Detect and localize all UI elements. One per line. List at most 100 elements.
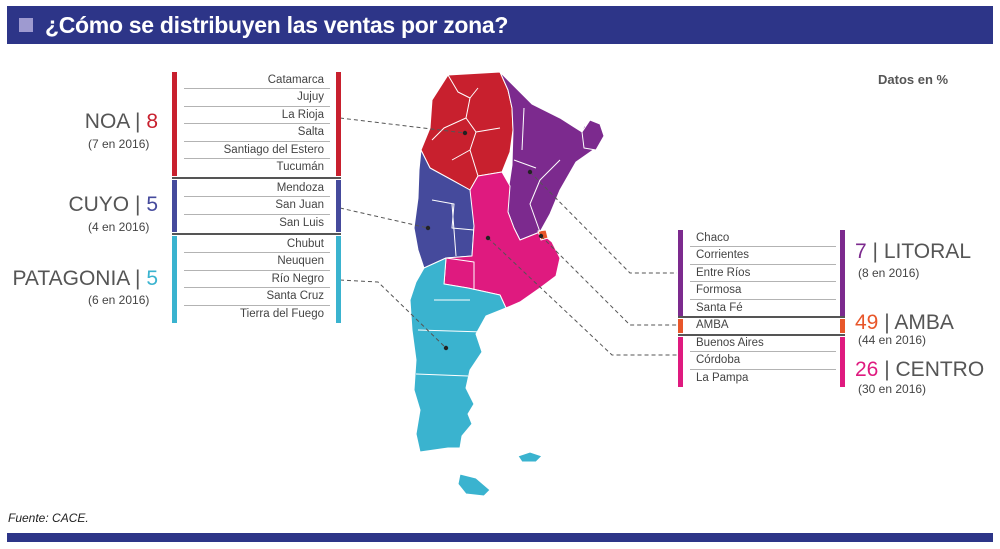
cuyo-patagonia-separator [172, 233, 341, 235]
zone-value: 8 [146, 110, 158, 133]
zone-label-cuyo: CUYO | 5 [68, 193, 158, 217]
zone-value: 5 [146, 267, 158, 290]
litoral-province-list: Chaco Corrientes Entre Ríos Formosa Sant… [690, 230, 836, 317]
list-item: Mendoza [184, 180, 330, 198]
litoral-bar-right [840, 230, 845, 316]
zone-value: 26 [855, 358, 879, 381]
list-item: San Luis [279, 216, 324, 229]
list-item: Tierra del Fuego [240, 307, 324, 320]
list-item: Río Negro [184, 271, 330, 289]
source-note: Fuente: CACE. [8, 511, 89, 525]
region-malvinas [517, 451, 543, 463]
list-item: Córdoba [690, 352, 836, 370]
region-litoral [499, 71, 603, 241]
connector-amba [540, 235, 677, 326]
amba-bar-left [678, 319, 683, 333]
zone-prev-amba: (44 en 2016) [858, 333, 927, 347]
list-item: Salta [184, 124, 330, 142]
zone-prev-litoral: (8 en 2016) [858, 266, 920, 280]
centro-province-list: Buenos Aires Córdoba La Pampa [690, 335, 836, 387]
list-item: Jujuy [184, 89, 330, 107]
list-item: Buenos Aires [690, 335, 836, 353]
list-item: Neuquen [184, 253, 330, 271]
zone-sep: | [135, 110, 141, 133]
zone-sep: | [135, 267, 141, 290]
litoral-bar-left [678, 230, 683, 316]
list-item: La Rioja [184, 107, 330, 125]
amba-bar-right [840, 319, 845, 333]
header-square-icon [19, 18, 33, 32]
list-item: Corrientes [690, 247, 836, 265]
list-item: Chaco [690, 230, 836, 248]
zone-name: PATAGONIA [12, 267, 130, 290]
zone-name: LITORAL [883, 240, 971, 263]
zone-prev-patagonia: (6 en 2016) [88, 293, 150, 307]
list-item: Tucumán [276, 160, 324, 173]
amba-province-list: AMBA [690, 317, 836, 334]
dot-patagonia [443, 345, 449, 351]
litoral-amba-separator [678, 316, 845, 318]
region-tierra-del-fuego [457, 473, 491, 497]
region-misiones [581, 119, 605, 151]
connector-cuyo [339, 207, 429, 229]
zone-prev-centro: (30 en 2016) [858, 382, 927, 396]
region-patagonia [409, 257, 507, 453]
cuyo-bar-left [172, 180, 177, 232]
list-item: Formosa [690, 282, 836, 300]
connector-patagonia [339, 279, 447, 349]
zone-label-centro: 26 | CENTRO [855, 358, 984, 382]
amba-centro-separator [678, 334, 845, 336]
unit-note: Datos en % [878, 72, 949, 87]
map-regions [409, 71, 605, 497]
page-title: ¿Cómo se distribuyen las ventas por zona… [45, 12, 509, 38]
zone-label-patagonia: PATAGONIA | 5 [12, 267, 158, 291]
list-item: Chubut [184, 236, 330, 254]
zone-sep: | [884, 311, 890, 334]
list-item: Catamarca [184, 72, 330, 90]
zone-value: 5 [146, 193, 158, 216]
list-item: AMBA [696, 319, 729, 331]
list-item: San Juan [184, 197, 330, 215]
zone-name: AMBA [894, 311, 954, 334]
dot-centro [485, 235, 491, 241]
zone-value: 7 [855, 240, 867, 263]
list-item: La Pampa [696, 371, 749, 384]
patagonia-province-list: Chubut Neuquen Río Negro Santa Cruz Tier… [184, 236, 330, 323]
patagonia-bar-right [336, 236, 341, 323]
list-item: Santiago del Estero [184, 142, 330, 159]
list-item: Santa Fé [696, 301, 743, 314]
centro-bar-left [678, 337, 683, 387]
dot-noa [462, 130, 468, 136]
province-lines [415, 74, 561, 377]
zone-prev-noa: (7 en 2016) [88, 137, 150, 151]
connector-dots [425, 130, 544, 351]
list-item: Santa Cruz [184, 288, 330, 306]
list-item: Entre Ríos [690, 265, 836, 283]
dot-litoral [527, 169, 533, 175]
connector-centro [487, 237, 677, 356]
zone-label-noa: NOA | 8 [85, 110, 158, 134]
zone-name: CENTRO [895, 358, 985, 381]
noa-bar-right [336, 72, 341, 176]
noa-cuyo-separator [172, 177, 341, 179]
noa-bar-left [172, 72, 177, 176]
header-bar: ¿Cómo se distribuyen las ventas por zona… [7, 6, 993, 44]
cuyo-province-list: Mendoza San Juan San Luis [184, 180, 330, 232]
noa-province-list: Catamarca Jujuy La Rioja Salta Santiago … [184, 72, 330, 176]
zone-sep: | [884, 358, 890, 381]
patagonia-bar-left [172, 236, 177, 323]
zone-sep: | [135, 193, 141, 216]
zone-value: 49 [855, 311, 879, 334]
dot-amba [538, 233, 544, 239]
dot-cuyo [425, 225, 431, 231]
zone-name: NOA [84, 110, 130, 133]
zone-sep: | [872, 240, 878, 263]
centro-bar-right [840, 337, 845, 387]
connector-lines [339, 117, 677, 356]
footer-bar [7, 533, 993, 542]
connector-litoral [529, 171, 677, 274]
zone-label-litoral: 7 | LITORAL [855, 240, 971, 264]
zone-name: CUYO [68, 193, 130, 216]
cuyo-bar-right [336, 180, 341, 232]
